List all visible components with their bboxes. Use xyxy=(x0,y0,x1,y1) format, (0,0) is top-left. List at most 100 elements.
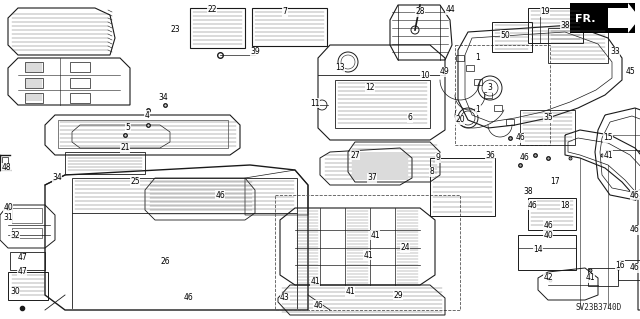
Text: 41: 41 xyxy=(603,151,613,160)
Text: 11: 11 xyxy=(310,99,320,108)
Text: 46: 46 xyxy=(630,226,640,234)
Text: 14: 14 xyxy=(533,246,543,255)
Text: 42: 42 xyxy=(543,273,553,283)
Text: 32: 32 xyxy=(10,231,20,240)
Text: 41: 41 xyxy=(345,287,355,296)
Text: FR.: FR. xyxy=(575,14,595,24)
Bar xyxy=(70,62,90,72)
Text: 23: 23 xyxy=(170,26,180,34)
Text: 19: 19 xyxy=(540,8,550,17)
Text: 16: 16 xyxy=(615,261,625,270)
Text: 41: 41 xyxy=(585,273,595,283)
Text: 46: 46 xyxy=(215,190,225,199)
Text: 3: 3 xyxy=(488,84,492,93)
Text: 34: 34 xyxy=(158,93,168,102)
Bar xyxy=(548,28,608,63)
Bar xyxy=(190,8,245,48)
Bar xyxy=(12,228,42,238)
Text: 22: 22 xyxy=(207,5,217,14)
Text: 46: 46 xyxy=(515,133,525,143)
Text: 41: 41 xyxy=(363,250,373,259)
Text: 26: 26 xyxy=(160,257,170,266)
Text: 5: 5 xyxy=(125,123,131,132)
Text: 20: 20 xyxy=(455,115,465,124)
Bar xyxy=(335,80,430,128)
Text: 46: 46 xyxy=(520,153,530,162)
Text: 46: 46 xyxy=(183,293,193,302)
Text: 49: 49 xyxy=(440,68,450,77)
Text: 28: 28 xyxy=(415,8,425,17)
Text: 31: 31 xyxy=(3,213,13,222)
Text: SV23B3740D: SV23B3740D xyxy=(575,303,621,313)
Text: 34: 34 xyxy=(52,174,62,182)
Text: 6: 6 xyxy=(408,114,412,122)
Bar xyxy=(25,78,43,88)
Text: 1: 1 xyxy=(476,54,481,63)
Text: 15: 15 xyxy=(603,133,613,143)
Text: 46: 46 xyxy=(630,263,640,272)
Text: 25: 25 xyxy=(130,177,140,187)
Text: 36: 36 xyxy=(485,151,495,160)
Text: 27: 27 xyxy=(350,151,360,160)
Bar xyxy=(275,195,460,310)
Bar xyxy=(25,93,43,103)
Text: 30: 30 xyxy=(10,287,20,296)
Bar xyxy=(494,105,502,111)
Polygon shape xyxy=(608,3,640,33)
Text: 24: 24 xyxy=(400,243,410,253)
Text: 37: 37 xyxy=(367,174,377,182)
Text: 39: 39 xyxy=(250,48,260,56)
Bar xyxy=(484,92,492,98)
Text: 21: 21 xyxy=(120,144,130,152)
Bar xyxy=(518,235,576,270)
Text: 50: 50 xyxy=(500,31,510,40)
Bar xyxy=(2,157,8,167)
Bar xyxy=(8,272,48,300)
Text: 35: 35 xyxy=(543,114,553,122)
Bar xyxy=(466,65,474,71)
Text: 41: 41 xyxy=(370,231,380,240)
Bar xyxy=(528,8,583,43)
Text: 33: 33 xyxy=(610,48,620,56)
Text: 47: 47 xyxy=(17,268,27,277)
Text: 46: 46 xyxy=(313,300,323,309)
Text: 45: 45 xyxy=(625,68,635,77)
Bar xyxy=(25,62,43,72)
Text: 40: 40 xyxy=(3,204,13,212)
Text: 46: 46 xyxy=(527,201,537,210)
Bar xyxy=(474,79,482,85)
Bar xyxy=(588,268,618,286)
Bar xyxy=(455,45,550,145)
Text: 29: 29 xyxy=(393,291,403,300)
Bar xyxy=(456,55,464,61)
Text: 8: 8 xyxy=(429,167,435,176)
Bar xyxy=(12,208,42,223)
Text: 43: 43 xyxy=(280,293,290,302)
Bar xyxy=(570,3,635,33)
Text: 4: 4 xyxy=(145,110,149,120)
Bar xyxy=(430,158,495,216)
Bar xyxy=(528,198,576,230)
Text: 17: 17 xyxy=(550,177,560,187)
Text: 38: 38 xyxy=(560,20,570,29)
Text: 40: 40 xyxy=(543,231,553,240)
Text: 41: 41 xyxy=(310,278,320,286)
Bar xyxy=(70,93,90,103)
Bar xyxy=(58,120,228,148)
Text: 13: 13 xyxy=(335,63,345,72)
Bar xyxy=(618,260,640,280)
Text: 38: 38 xyxy=(523,188,533,197)
Text: 1: 1 xyxy=(476,106,481,115)
Text: 18: 18 xyxy=(560,201,570,210)
Bar xyxy=(506,119,514,125)
Text: 47: 47 xyxy=(17,254,27,263)
Bar xyxy=(70,78,90,88)
Bar xyxy=(252,8,327,46)
Bar xyxy=(10,252,45,270)
Text: 7: 7 xyxy=(283,8,287,17)
Text: 9: 9 xyxy=(436,153,440,162)
Bar xyxy=(65,152,145,174)
Bar xyxy=(520,110,575,145)
Bar xyxy=(492,22,532,52)
Text: 12: 12 xyxy=(365,84,375,93)
